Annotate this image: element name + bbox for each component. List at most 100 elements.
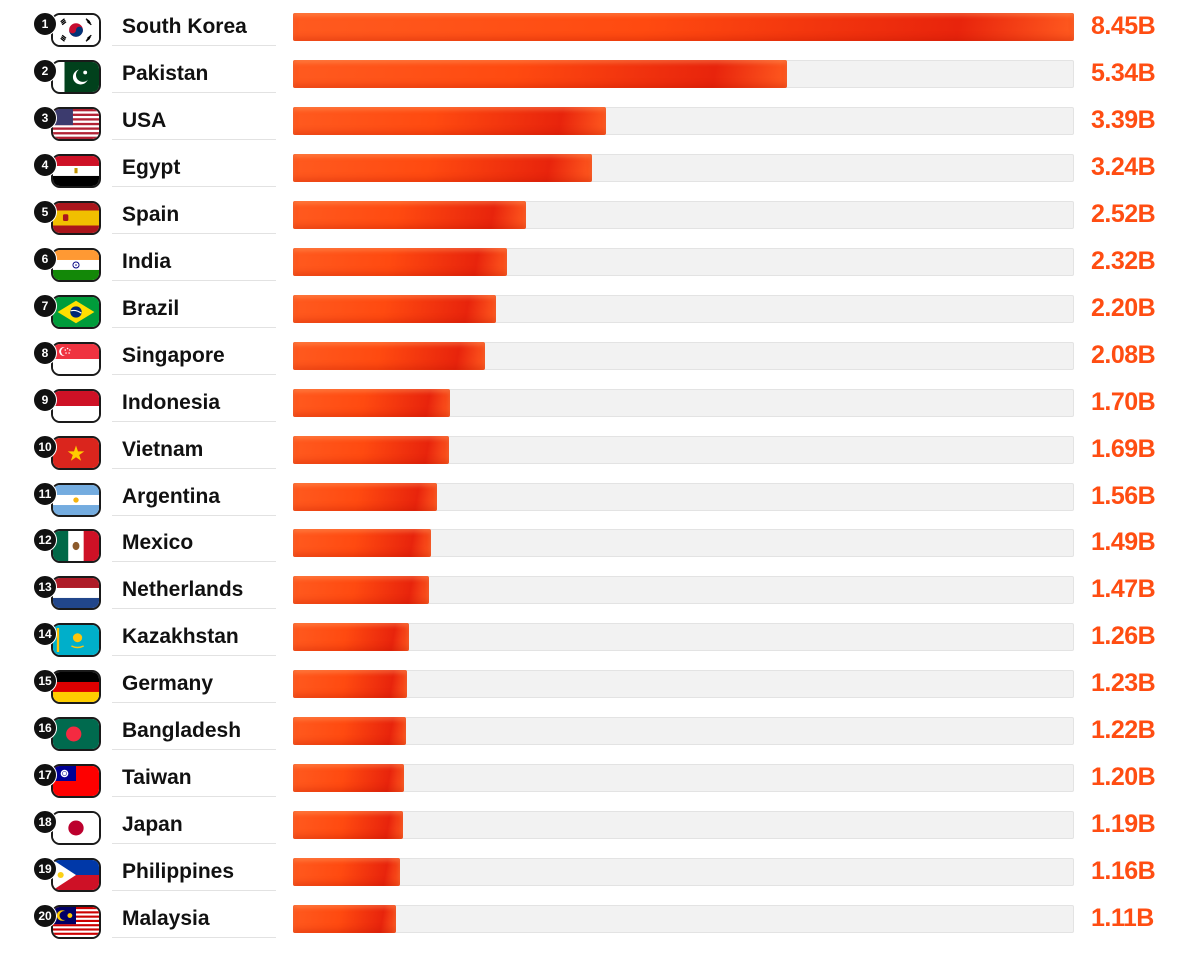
flag-bangladesh-icon bbox=[51, 717, 101, 751]
name-divider bbox=[112, 561, 276, 562]
rank-badge: 13 bbox=[33, 575, 57, 599]
value-label: 1.16B bbox=[1091, 857, 1156, 885]
value-label: 3.24B bbox=[1091, 153, 1156, 181]
country-label: India bbox=[122, 250, 172, 273]
bar bbox=[293, 389, 450, 417]
rank-badge: 17 bbox=[33, 763, 57, 787]
flag-egypt-icon bbox=[51, 154, 101, 188]
name-divider bbox=[112, 374, 276, 375]
bar-row: 18 Japan 1.19B bbox=[0, 810, 1200, 867]
bar-track bbox=[293, 811, 1074, 839]
bar bbox=[293, 13, 1074, 41]
value-label: 2.20B bbox=[1091, 294, 1156, 322]
value-label: 1.20B bbox=[1091, 763, 1156, 791]
bar-row: 11 Argentina 1.56B bbox=[0, 482, 1200, 539]
rank-badge: 6 bbox=[33, 247, 57, 271]
rank-badge: 18 bbox=[33, 810, 57, 834]
bar-row: 4 Egypt 3.24B bbox=[0, 153, 1200, 210]
bar-row: 10 Vietnam 1.69B bbox=[0, 435, 1200, 492]
rank-badge: 1 bbox=[33, 12, 57, 36]
bar bbox=[293, 670, 407, 698]
country-label: Singapore bbox=[122, 344, 225, 367]
bar-row: 13 Netherlands 1.47B bbox=[0, 575, 1200, 632]
country-label: Pakistan bbox=[122, 62, 209, 85]
value-label: 2.52B bbox=[1091, 200, 1156, 228]
value-label: 2.08B bbox=[1091, 341, 1156, 369]
rank-badge: 3 bbox=[33, 106, 57, 130]
value-label: 1.70B bbox=[1091, 388, 1156, 416]
name-divider bbox=[112, 515, 276, 516]
flag-south-korea-icon bbox=[51, 13, 101, 47]
value-label: 8.45B bbox=[1091, 12, 1156, 40]
country-label: Japan bbox=[122, 813, 183, 836]
bar-track bbox=[293, 623, 1074, 651]
bar-track bbox=[293, 764, 1074, 792]
country-label: Vietnam bbox=[122, 438, 204, 461]
bar-track bbox=[293, 858, 1074, 886]
country-label: Germany bbox=[122, 672, 214, 695]
rank-badge: 9 bbox=[33, 388, 57, 412]
bar-row: 15 Germany 1.23B bbox=[0, 669, 1200, 726]
bar bbox=[293, 717, 406, 745]
country-label: Philippines bbox=[122, 860, 235, 883]
country-label: Argentina bbox=[122, 485, 221, 508]
rank-badge: 20 bbox=[33, 904, 57, 928]
flag-japan-icon bbox=[51, 811, 101, 845]
flag-spain-icon bbox=[51, 201, 101, 235]
bar-row: 17 Taiwan 1.20B bbox=[0, 763, 1200, 820]
bar bbox=[293, 811, 403, 839]
country-label: Kazakhstan bbox=[122, 625, 239, 648]
flag-brazil-icon bbox=[51, 295, 101, 329]
value-label: 1.23B bbox=[1091, 669, 1156, 697]
bar bbox=[293, 483, 437, 511]
name-divider bbox=[112, 45, 276, 46]
value-label: 1.47B bbox=[1091, 575, 1156, 603]
name-divider bbox=[112, 233, 276, 234]
value-label: 1.11B bbox=[1091, 904, 1154, 932]
rank-badge: 12 bbox=[33, 528, 57, 552]
flag-vietnam-icon bbox=[51, 436, 101, 470]
bar-row: 6 India 2.32B bbox=[0, 247, 1200, 304]
flag-usa-icon bbox=[51, 107, 101, 141]
bar bbox=[293, 529, 431, 557]
rank-badge: 2 bbox=[33, 59, 57, 83]
bar-track bbox=[293, 670, 1074, 698]
bar-row: 16 Bangladesh 1.22B bbox=[0, 716, 1200, 773]
bar bbox=[293, 295, 496, 323]
rank-badge: 11 bbox=[33, 482, 57, 506]
name-divider bbox=[112, 702, 276, 703]
country-label: Taiwan bbox=[122, 766, 192, 789]
bar bbox=[293, 201, 526, 229]
rank-badge: 4 bbox=[33, 153, 57, 177]
bar-row: 7 Brazil 2.20B bbox=[0, 294, 1200, 351]
bar-row: 9 Indonesia 1.70B bbox=[0, 388, 1200, 445]
country-label: Bangladesh bbox=[122, 719, 242, 742]
bar-row: 8 Singapore 2.08B bbox=[0, 341, 1200, 398]
flag-taiwan-icon bbox=[51, 764, 101, 798]
bar bbox=[293, 764, 404, 792]
flag-indonesia-icon bbox=[51, 389, 101, 423]
bar bbox=[293, 436, 449, 464]
flag-singapore-icon bbox=[51, 342, 101, 376]
bar bbox=[293, 623, 409, 651]
country-label: USA bbox=[122, 109, 167, 132]
bar-row: 1 South Korea 8.45B bbox=[0, 12, 1200, 69]
bar-row: 3 USA 3.39B bbox=[0, 106, 1200, 163]
bar-row: 2 Pakistan 5.34B bbox=[0, 59, 1200, 116]
bar-row: 19 Philippines 1.16B bbox=[0, 857, 1200, 914]
flag-malaysia-icon bbox=[51, 905, 101, 939]
name-divider bbox=[112, 655, 276, 656]
country-label: Brazil bbox=[122, 297, 180, 320]
flag-netherlands-icon bbox=[51, 576, 101, 610]
name-divider bbox=[112, 843, 276, 844]
flag-mexico-icon bbox=[51, 529, 101, 563]
flag-india-icon bbox=[51, 248, 101, 282]
name-divider bbox=[112, 421, 276, 422]
country-label: Malaysia bbox=[122, 907, 210, 930]
name-divider bbox=[112, 92, 276, 93]
flag-philippines-icon bbox=[51, 858, 101, 892]
flag-germany-icon bbox=[51, 670, 101, 704]
name-divider bbox=[112, 608, 276, 609]
name-divider bbox=[112, 468, 276, 469]
